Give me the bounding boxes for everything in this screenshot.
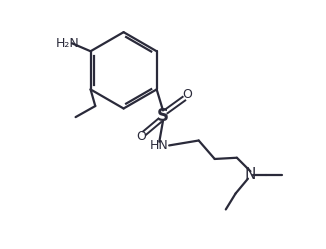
Text: O: O xyxy=(136,130,146,143)
Text: O: O xyxy=(182,88,192,101)
Text: N: N xyxy=(245,168,256,183)
Text: H₂N: H₂N xyxy=(56,37,80,50)
Text: HN: HN xyxy=(150,139,169,152)
Text: S: S xyxy=(157,107,169,125)
